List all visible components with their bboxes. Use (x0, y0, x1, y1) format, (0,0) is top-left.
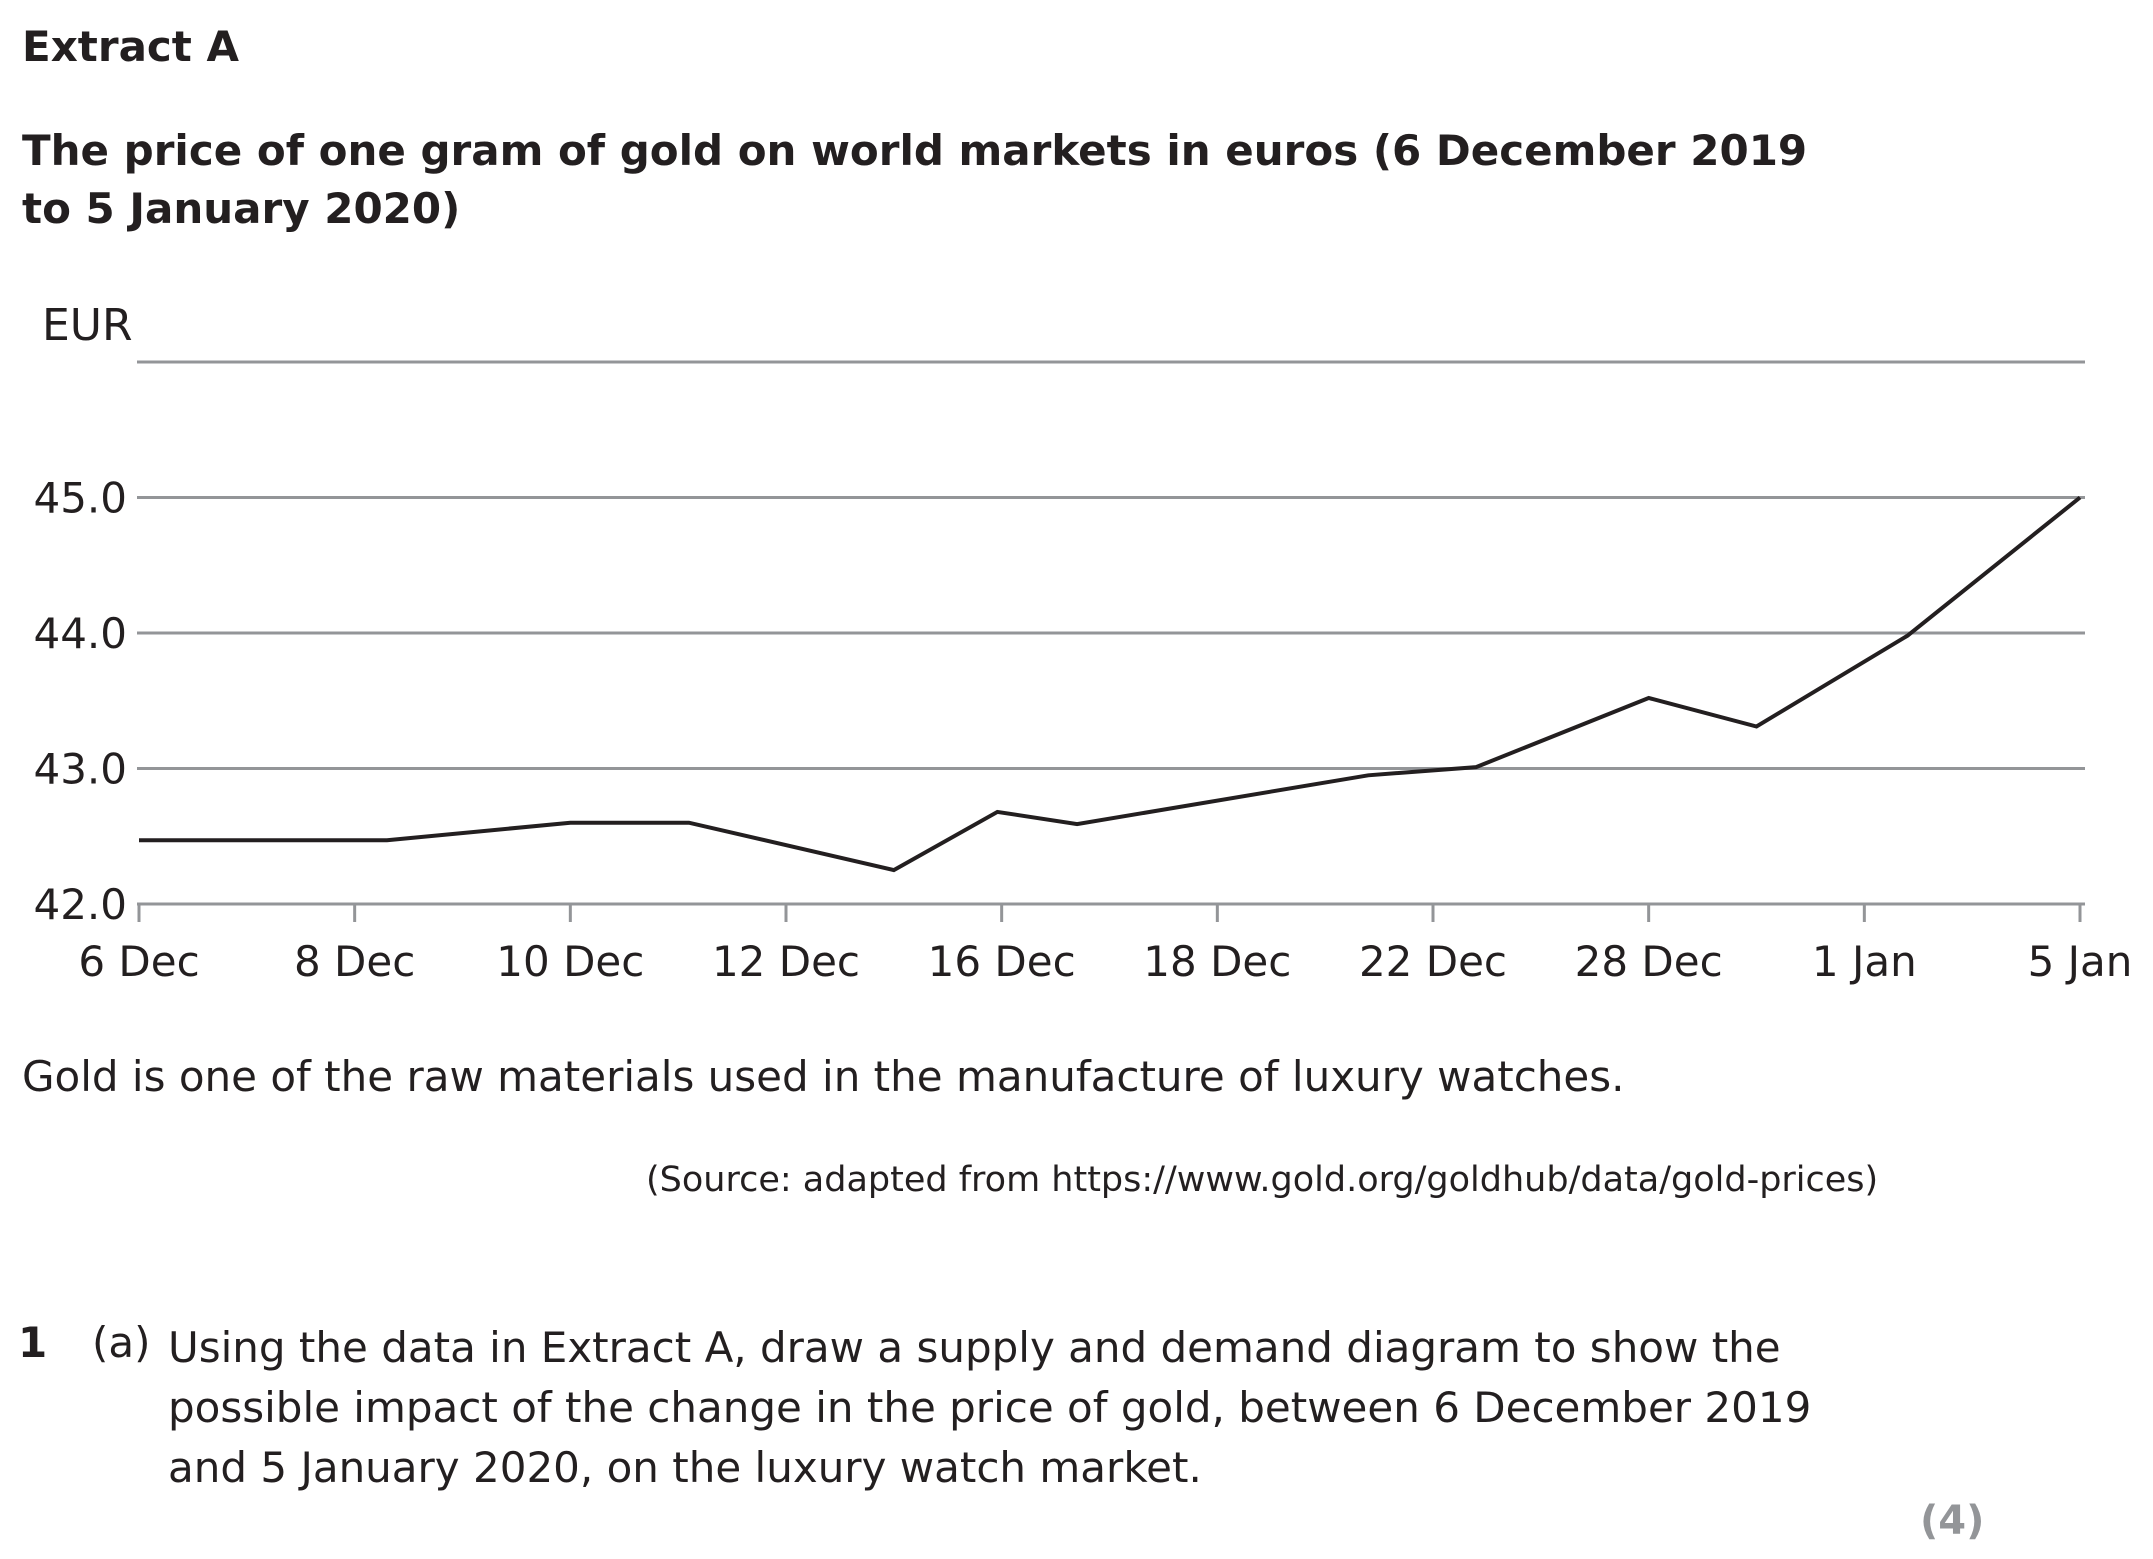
extract-title: Extract A (22, 22, 240, 71)
question-text: Using the data in Extract A, draw a supp… (168, 1323, 1812, 1492)
y-tick-label: 44.0 (33, 609, 127, 658)
grid-lines (137, 360, 2085, 770)
x-tick-label: 8 Dec (294, 937, 415, 986)
question-part: (a) (92, 1318, 151, 1367)
y-axis-label: EUR (42, 300, 133, 351)
x-tick-labels: 6 Dec 8 Dec 10 Dec 12 Dec 16 Dec 18 Dec 22 Dec… (78, 937, 2132, 986)
x-tick-label: 22 Dec (1359, 937, 1507, 986)
y-tick-label: 45.0 (33, 474, 127, 523)
y-tick-labels: 42.0 43.0 44.0 45.0 (33, 474, 127, 930)
chart-area: EUR 42.0 43.0 44.0 45.0 6 Dec 8 Dec 10 Dec 12 … (0, 280, 2153, 1000)
x-tick-label: 6 Dec (78, 937, 199, 986)
x-tick-label: 18 Dec (1143, 937, 1291, 986)
chart-caption: Gold is one of the raw materials used in… (22, 1052, 1625, 1101)
series-line-0 (139, 495, 2082, 873)
y-tick-label: 42.0 (33, 880, 127, 929)
x-tick-label: 16 Dec (928, 937, 1076, 986)
source-citation: (Source: adapted from https://www.gold.o… (646, 1160, 1879, 1200)
question-marks: (4) (1920, 1498, 1985, 1544)
x-tick-label: 28 Dec (1575, 937, 1723, 986)
x-tick-label: 10 Dec (496, 937, 644, 986)
x-tick-label: 12 Dec (712, 937, 860, 986)
x-axis (137, 902, 2085, 922)
x-tick-label: 1 Jan (1812, 937, 1917, 986)
question-number: 1 (18, 1318, 48, 1367)
chart-title: The price of one gram of gold on world m… (22, 126, 1808, 233)
x-tick-label: 5 Jan (2028, 937, 2133, 986)
series-layer (139, 495, 2082, 873)
y-tick-label: 43.0 (33, 745, 127, 794)
line-chart: EUR 42.0 43.0 44.0 45.0 6 Dec 8 Dec 10 Dec 12 … (33, 300, 2132, 986)
